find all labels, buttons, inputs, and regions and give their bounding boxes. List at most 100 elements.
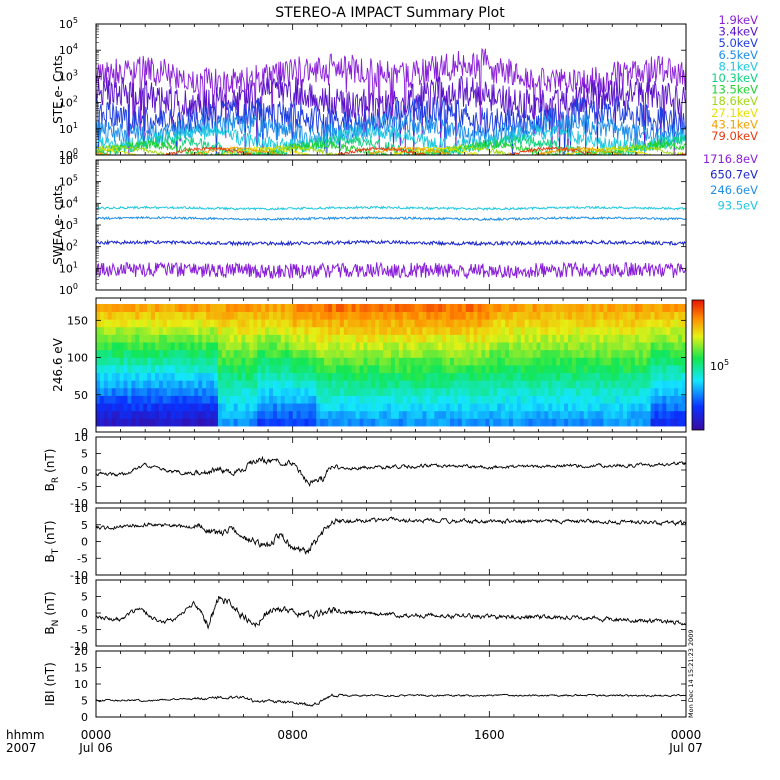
heatmap-cell	[166, 403, 172, 412]
heatmap-cell	[249, 418, 254, 427]
heatmap-cell	[178, 334, 183, 343]
legend-entry-swea-0: 1716.8eV	[703, 152, 758, 166]
heatmap-cell	[516, 319, 522, 328]
heatmap-cell	[261, 349, 266, 358]
heatmap-cell	[662, 319, 667, 328]
heatmap-cell	[623, 403, 628, 412]
heatmap-cell	[646, 410, 651, 419]
heatmap-cell	[512, 395, 518, 404]
heatmap-cell	[630, 380, 636, 389]
heatmap-cell	[615, 319, 620, 328]
heatmap-cell	[296, 326, 301, 335]
heatmap-cell	[442, 372, 447, 381]
heatmap-cell	[481, 410, 486, 419]
heatmap-cell	[524, 365, 530, 374]
heatmap-cell	[265, 357, 270, 366]
heatmap-cell	[155, 349, 160, 358]
heatmap-cell	[320, 387, 325, 396]
heatmap-cell	[682, 395, 687, 404]
heatmap-cell	[524, 357, 530, 366]
heatmap-cell	[174, 357, 179, 366]
heatmap-cell	[544, 334, 549, 343]
heatmap-cell	[123, 334, 128, 343]
heatmap-cell	[512, 372, 518, 381]
heatmap-cell	[225, 380, 231, 389]
heatmap-cell	[284, 342, 290, 351]
heatmap-cell	[280, 311, 286, 320]
heatmap-cell	[457, 334, 463, 343]
heatmap-cell	[288, 349, 294, 358]
heatmap-cell	[158, 372, 164, 381]
heatmap-cell	[375, 403, 380, 412]
heatmap-cell	[99, 395, 105, 404]
heatmap-cell	[599, 387, 604, 396]
heatmap-cell	[383, 319, 388, 328]
heatmap-cell	[418, 311, 423, 320]
heatmap-cell	[434, 319, 439, 328]
heatmap-cell	[615, 395, 620, 404]
heatmap-cell	[434, 380, 439, 389]
heatmap-cell	[332, 349, 337, 358]
heatmap-cell	[611, 365, 616, 374]
y-tick-label-swea: 106	[59, 152, 78, 167]
heatmap-cell	[611, 357, 616, 366]
heatmap-cell	[269, 334, 274, 343]
y-tick-label-bn: 10	[74, 574, 88, 587]
heatmap-cell	[103, 403, 109, 412]
heatmap-cell	[654, 418, 659, 427]
y-tick-label-ste: 103	[59, 68, 78, 83]
heatmap-cell	[461, 326, 467, 335]
heatmap-cell	[575, 372, 581, 381]
heatmap-cell	[583, 372, 589, 381]
heatmap-cell	[552, 303, 557, 312]
heatmap-cell	[182, 387, 187, 396]
heatmap-cell	[387, 357, 392, 366]
heatmap-cell	[139, 311, 144, 320]
heatmap-cell	[115, 342, 120, 351]
heatmap-cell	[119, 372, 124, 381]
heatmap-cell	[147, 395, 152, 404]
heatmap-cell	[473, 380, 478, 389]
heatmap-cell	[107, 410, 113, 419]
heatmap-cell	[284, 319, 290, 328]
heatmap-cell	[335, 372, 341, 381]
heatmap-cell	[158, 418, 164, 427]
heatmap-cell	[457, 380, 463, 389]
heatmap-cell	[155, 342, 160, 351]
heatmap-cell	[269, 342, 274, 351]
heatmap-cell	[229, 349, 235, 358]
heatmap-cell	[418, 418, 423, 427]
heatmap-cell	[402, 410, 408, 419]
heatmap-cell	[587, 303, 592, 312]
heatmap-cell	[568, 418, 573, 427]
heatmap-cell	[532, 372, 537, 381]
heatmap-cell	[434, 365, 439, 374]
heatmap-cell	[438, 365, 443, 374]
heatmap-cell	[217, 319, 223, 328]
heatmap-cell	[343, 418, 349, 427]
heatmap-cell	[623, 349, 628, 358]
heatmap-cell	[501, 395, 506, 404]
series-line-bt	[95, 516, 687, 556]
heatmap-cell	[682, 326, 687, 335]
heatmap-cell	[430, 403, 435, 412]
heatmap-cell	[170, 410, 176, 419]
heatmap-cell	[516, 357, 522, 366]
heatmap-cell	[544, 410, 549, 419]
heatmap-cell	[654, 334, 659, 343]
heatmap-cell	[320, 365, 325, 374]
heatmap-cell	[465, 365, 471, 374]
heatmap-cell	[155, 334, 160, 343]
heatmap-cell	[119, 357, 124, 366]
heatmap-cell	[634, 349, 640, 358]
heatmap-cell	[379, 410, 384, 419]
heatmap-cell	[473, 319, 478, 328]
heatmap-cell	[284, 334, 290, 343]
heatmap-cell	[155, 380, 160, 389]
heatmap-cell	[630, 418, 636, 427]
heatmap-cell	[111, 357, 117, 366]
heatmap-cell	[568, 395, 573, 404]
heatmap-cell	[465, 311, 471, 320]
heatmap-cell	[178, 303, 183, 312]
heatmap-cell	[241, 365, 246, 374]
